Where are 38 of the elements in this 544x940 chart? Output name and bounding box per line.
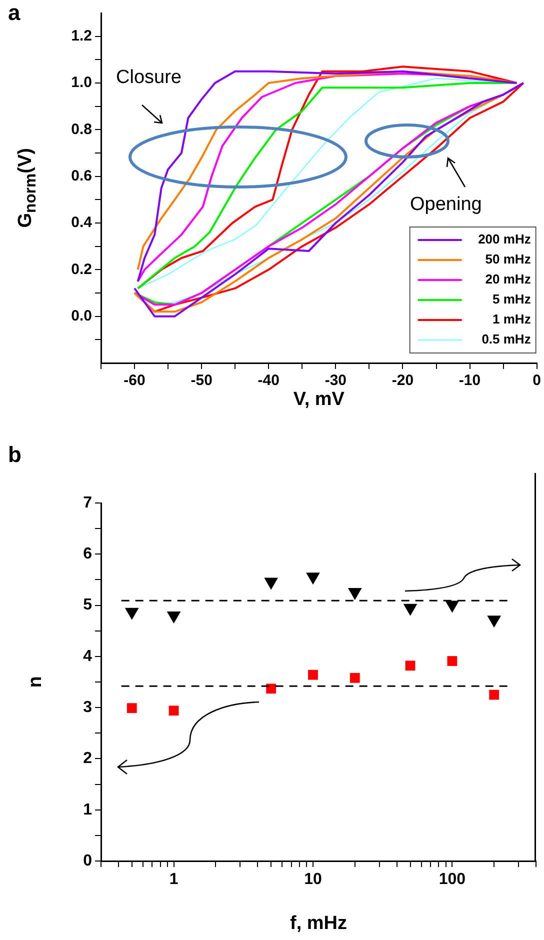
y-tick-label: 1.2	[71, 27, 92, 44]
x-tick-label: -30	[324, 372, 347, 390]
x-tick-label: 10	[304, 871, 322, 888]
legend-label: 50 mHz	[485, 252, 532, 267]
x-axis-title: f, mHz	[290, 913, 347, 935]
x-tick-label: 100	[438, 871, 466, 888]
x-tick-label: 1	[169, 871, 178, 888]
legend-label: 200 mHz	[478, 232, 532, 247]
y-tick-label: 0.8	[71, 120, 92, 138]
legend-label: 0.5 mHz	[482, 332, 532, 347]
x-tick-label: -10	[458, 372, 481, 390]
legend-label: 1 mHz	[492, 312, 532, 327]
y-tick-label: 2	[83, 750, 92, 768]
y-tick-label: 3	[83, 698, 92, 716]
legend-label: 20 mHz	[485, 272, 532, 287]
y-tick-label: 6	[83, 546, 92, 563]
legend-label: 5 mHz	[492, 292, 532, 307]
y-tick-label: 0	[83, 852, 92, 870]
y-tick-label: 1.0	[71, 74, 92, 92]
annotation: Closure	[116, 67, 182, 88]
y-tick-label: 5	[83, 596, 92, 614]
y-tick-label: 4	[83, 648, 92, 665]
y-tick-label: 0.2	[71, 260, 92, 278]
x-tick-label: 0	[532, 372, 541, 390]
x-tick-label: -40	[258, 372, 280, 390]
chart-title: a	[8, 0, 20, 26]
chart-title: b	[8, 442, 22, 468]
y-axis-title: n	[24, 676, 47, 688]
x-tick-label: -20	[392, 372, 414, 390]
y-tick-label: 7	[83, 494, 92, 512]
annotation: Opening	[410, 194, 482, 216]
x-axis-title: V, mV	[293, 389, 344, 411]
x-tick-label: -60	[124, 372, 146, 390]
y-tick-label: 0.6	[71, 167, 92, 184]
y-tick-label: 0.4	[71, 214, 93, 232]
y-tick-label: 1	[83, 801, 92, 818]
x-tick-label: -50	[190, 372, 212, 390]
y-tick-label: 0.0	[71, 307, 92, 324]
